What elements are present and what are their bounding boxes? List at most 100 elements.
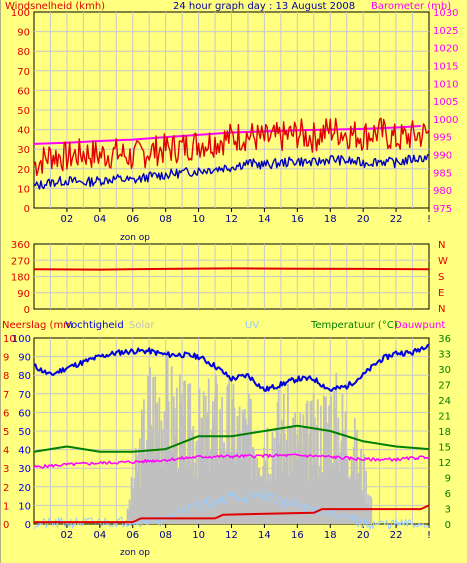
solar-bar <box>268 482 271 524</box>
wind-panel-xtick-label: 08 <box>159 214 172 225</box>
solar-bar <box>338 471 341 524</box>
dir-letter-e: E <box>438 288 445 299</box>
wind-panel-xtick-label: 16 <box>291 214 304 225</box>
wind-panel-xtick-label: 12 <box>225 214 238 225</box>
solar-bar <box>327 422 329 524</box>
solar-bar <box>328 405 330 524</box>
weather-panel-xtick-label: 16 <box>291 530 304 541</box>
wind-panel-xtick-label: 04 <box>93 214 106 225</box>
solar-bar <box>148 395 150 524</box>
page-title: 24 hour graph day : 13 August 2008 <box>173 1 356 12</box>
solar-bar <box>238 406 241 524</box>
solar-bar <box>138 438 141 524</box>
solar-bar <box>315 425 318 524</box>
solar-bar <box>295 459 298 524</box>
solar-bar <box>256 457 258 524</box>
solar-bar <box>282 393 285 524</box>
solar-bar <box>350 458 353 524</box>
solar-bar <box>206 411 209 524</box>
solar-bar <box>233 407 236 524</box>
wind-ytick-label: 0 <box>24 204 30 215</box>
solar-bar <box>161 429 164 524</box>
weather-panel-xtick-label: 06 <box>126 530 139 541</box>
temp-ytick-label: 36 <box>438 334 451 345</box>
solar-bar <box>168 448 171 524</box>
baro-ytick-label: 995 <box>433 133 452 144</box>
solar-bar <box>323 395 325 524</box>
solar-bar <box>220 451 222 524</box>
solar-bar <box>284 462 287 524</box>
solar-bar <box>370 497 373 524</box>
solar-bar <box>248 417 251 524</box>
solar-bar <box>313 417 316 524</box>
temp-ytick-label: 27 <box>438 381 451 392</box>
solar-bar <box>348 479 351 524</box>
rain-line <box>34 504 430 524</box>
solar-bar <box>353 417 356 524</box>
solar-bar <box>246 434 249 524</box>
solar-bar <box>305 403 308 524</box>
solar-bar <box>135 454 138 524</box>
solar-bar <box>222 446 225 524</box>
solar-bar <box>192 426 195 524</box>
wind-panel-xtick-label: 02 <box>61 214 74 225</box>
vochtigheid-title: Vochtigheid <box>65 320 124 331</box>
solar-bar <box>128 499 131 524</box>
solar-bar <box>188 383 191 524</box>
solar-bar <box>203 455 206 524</box>
solar-bar <box>301 456 304 524</box>
solar-bar <box>189 383 192 524</box>
solar-bar <box>150 424 153 524</box>
solar-bar <box>294 412 297 524</box>
baro-ytick-label: 1010 <box>433 79 458 90</box>
solar-bar <box>257 467 260 524</box>
solar-bar <box>240 459 243 524</box>
solar-bar <box>196 478 199 524</box>
solar-bar <box>176 472 179 524</box>
solar-bar <box>231 399 234 524</box>
solar-bar <box>326 431 328 524</box>
solar-bar <box>292 417 294 524</box>
solar-bar <box>337 417 340 524</box>
baro-ytick-label: 990 <box>433 151 452 162</box>
solar-bar <box>272 456 275 524</box>
solar-bar <box>130 477 133 524</box>
solar-bar <box>302 414 305 524</box>
weather-panel-xtick-label: 10 <box>192 530 205 541</box>
temp-ytick-label: 0 <box>445 520 451 531</box>
solar-bar <box>244 418 247 524</box>
solar-bar <box>319 405 322 524</box>
dir-letter-n2: N <box>438 304 446 315</box>
solar-bar <box>144 463 146 524</box>
solar-bar <box>212 419 215 524</box>
neerslag-ytick-label: 9 <box>3 353 9 364</box>
solar-bar <box>356 473 359 524</box>
solar-bar <box>225 451 228 524</box>
wind-ytick-label: 70 <box>17 67 30 78</box>
dir-letter-n: N <box>438 240 446 251</box>
dir-ytick-label: 270 <box>11 256 30 267</box>
solar-bar <box>218 463 220 524</box>
solar-bar <box>293 425 296 524</box>
wind-ytick-label: 50 <box>17 106 30 117</box>
baro-ytick-label: 985 <box>433 168 452 179</box>
humidity-line <box>33 343 430 392</box>
wind-axis-title: Windsnelheid (kmh) <box>5 1 106 12</box>
solar-bar <box>140 409 143 524</box>
solar-bar <box>300 428 303 524</box>
solar-bar <box>309 401 312 524</box>
baro-ytick-label: 1005 <box>433 97 458 108</box>
solar-bar <box>228 379 231 524</box>
solar-bar <box>229 451 232 524</box>
solar-bar <box>175 387 178 524</box>
solar-bar <box>133 478 136 524</box>
solar-bar <box>346 459 349 524</box>
solar-bar <box>210 429 213 524</box>
solar-bar <box>211 401 214 524</box>
dir-letter-s: S <box>438 272 445 283</box>
solar-bar <box>297 442 300 524</box>
solar-bar <box>162 465 165 524</box>
temp-ytick-label: 33 <box>438 350 451 361</box>
humidity-ytick-label: 50 <box>18 427 31 438</box>
